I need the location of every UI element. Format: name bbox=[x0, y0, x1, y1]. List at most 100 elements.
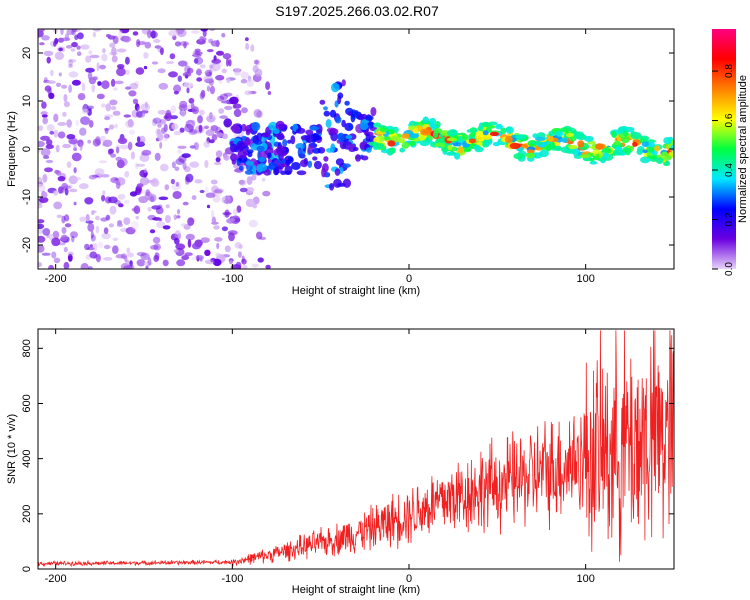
spectrogram-cell bbox=[62, 143, 72, 149]
spectrogram-cell bbox=[131, 109, 139, 118]
spectrogram-cell bbox=[181, 109, 185, 118]
spectrogram-ytick-label: 10 bbox=[21, 95, 33, 107]
spectrogram-cell bbox=[343, 163, 351, 168]
spectrogram-cell bbox=[125, 227, 136, 235]
spectrogram-cell bbox=[595, 143, 604, 151]
spectrogram-cell bbox=[236, 205, 242, 213]
spectrogram-cell bbox=[321, 167, 326, 178]
spectrogram-cell bbox=[205, 71, 212, 77]
spectrogram-cell bbox=[45, 159, 54, 164]
spectrogram-cell bbox=[420, 128, 431, 136]
spectrogram-cell bbox=[68, 59, 77, 63]
spectrogram-xlabel: Height of straight line (km) bbox=[292, 285, 420, 297]
spectrogram-cell bbox=[136, 39, 141, 48]
spectrogram-cell bbox=[253, 109, 262, 118]
spectrogram-cell bbox=[157, 109, 167, 115]
spectrogram-cell bbox=[147, 30, 152, 39]
spectrogram-cell bbox=[193, 142, 199, 151]
spectrogram-cell bbox=[63, 94, 68, 102]
spectrogram-cell bbox=[168, 71, 178, 78]
spectrogram-cell bbox=[170, 178, 175, 185]
spectrogram-cell bbox=[203, 140, 210, 148]
spectrogram-cell bbox=[38, 140, 45, 148]
spectrogram-cell bbox=[115, 254, 125, 259]
spectrogram-cell bbox=[373, 122, 382, 128]
spectrogram-cell bbox=[179, 100, 188, 109]
spectrogram-cell bbox=[230, 154, 240, 160]
spectrogram-cell bbox=[244, 90, 252, 96]
spectrogram-cell bbox=[211, 210, 215, 219]
colorbar-tick-label: 0.4 bbox=[724, 163, 735, 177]
spectrogram-cell bbox=[143, 252, 147, 259]
spectrogram-cell bbox=[348, 124, 353, 130]
spectrogram-cell bbox=[265, 264, 271, 269]
spectrogram-cell bbox=[225, 57, 230, 67]
spectrogram-cell bbox=[360, 121, 369, 131]
spectrogram-cell bbox=[109, 42, 116, 48]
spectrogram-cell bbox=[290, 135, 296, 145]
spectrogram-cell bbox=[305, 129, 314, 136]
spectrogram-cell bbox=[61, 47, 66, 52]
spectrogram-cell bbox=[160, 47, 164, 56]
spectrogram-cell bbox=[670, 144, 674, 151]
spectrogram-cell bbox=[419, 140, 430, 147]
spectrogram-cell bbox=[42, 228, 51, 236]
snr-xtick-label: -100 bbox=[221, 573, 243, 585]
spectrogram-cell bbox=[158, 82, 169, 90]
spectrogram-cell bbox=[589, 157, 595, 162]
spectrogram-cell bbox=[133, 205, 141, 214]
spectrogram-cell bbox=[48, 264, 54, 269]
spectrogram-cell bbox=[66, 29, 75, 35]
spectrogram-cell bbox=[175, 243, 186, 250]
spectrogram-cell bbox=[139, 177, 148, 186]
spectrogram-cell bbox=[175, 181, 180, 187]
spectrogram-cell bbox=[577, 140, 585, 148]
spectrogram-cell bbox=[454, 152, 461, 160]
spectrogram-cell bbox=[38, 125, 44, 131]
spectrogram-cell bbox=[640, 156, 651, 164]
spectrogram-cell bbox=[203, 75, 214, 82]
spectrogram-cell bbox=[210, 179, 218, 185]
spectrogram-cell bbox=[62, 111, 67, 117]
spectrogram-cell bbox=[539, 149, 549, 158]
spectrogram-cell bbox=[38, 203, 43, 209]
spectrogram-cell bbox=[196, 77, 203, 82]
spectrogram-cell bbox=[209, 112, 213, 119]
spectrogram-cell bbox=[157, 123, 162, 128]
spectrogram-cell bbox=[114, 123, 118, 129]
spectrogram-cell bbox=[554, 145, 562, 151]
spectrogram-cell bbox=[245, 37, 249, 42]
spectrogram-cell bbox=[126, 252, 134, 258]
spectrogram-cell bbox=[232, 104, 237, 109]
spectrogram-cell bbox=[179, 127, 185, 133]
spectrogram-cell bbox=[61, 226, 67, 234]
spectrogram-cell bbox=[185, 173, 194, 183]
spectrogram-cell bbox=[132, 98, 139, 105]
spectrogram-cell bbox=[469, 132, 476, 138]
spectrogram-cell bbox=[154, 45, 162, 49]
spectrogram-cell bbox=[624, 147, 632, 156]
spectrogram-cell bbox=[446, 137, 457, 142]
spectrogram-cell bbox=[341, 119, 346, 128]
spectrogram-cell bbox=[162, 132, 169, 142]
spectrogram-cell bbox=[116, 67, 126, 77]
spectrogram-cell bbox=[75, 176, 82, 181]
spectrogram-cell bbox=[278, 151, 284, 161]
spectrogram-cell bbox=[242, 264, 248, 269]
spectrogram-cell bbox=[42, 173, 48, 183]
spectrogram-cell bbox=[46, 139, 53, 146]
spectrogram-cell bbox=[123, 217, 131, 226]
spectrogram-cell bbox=[112, 245, 119, 255]
spectrogram-cell bbox=[84, 197, 94, 205]
spectrogram-cell bbox=[111, 55, 118, 63]
spectrogram-cell bbox=[228, 59, 232, 67]
spectrogram-cell bbox=[41, 191, 48, 198]
spectrogram-cell bbox=[102, 190, 106, 196]
spectrogram-cell bbox=[601, 147, 612, 154]
spectrogram-cell bbox=[109, 99, 118, 106]
spectrogram-cell bbox=[191, 195, 197, 201]
spectrogram-cell bbox=[71, 79, 81, 86]
spectrogram-cell bbox=[282, 139, 288, 147]
spectrogram-cell bbox=[129, 82, 139, 90]
spectrogram-cell bbox=[154, 152, 161, 161]
